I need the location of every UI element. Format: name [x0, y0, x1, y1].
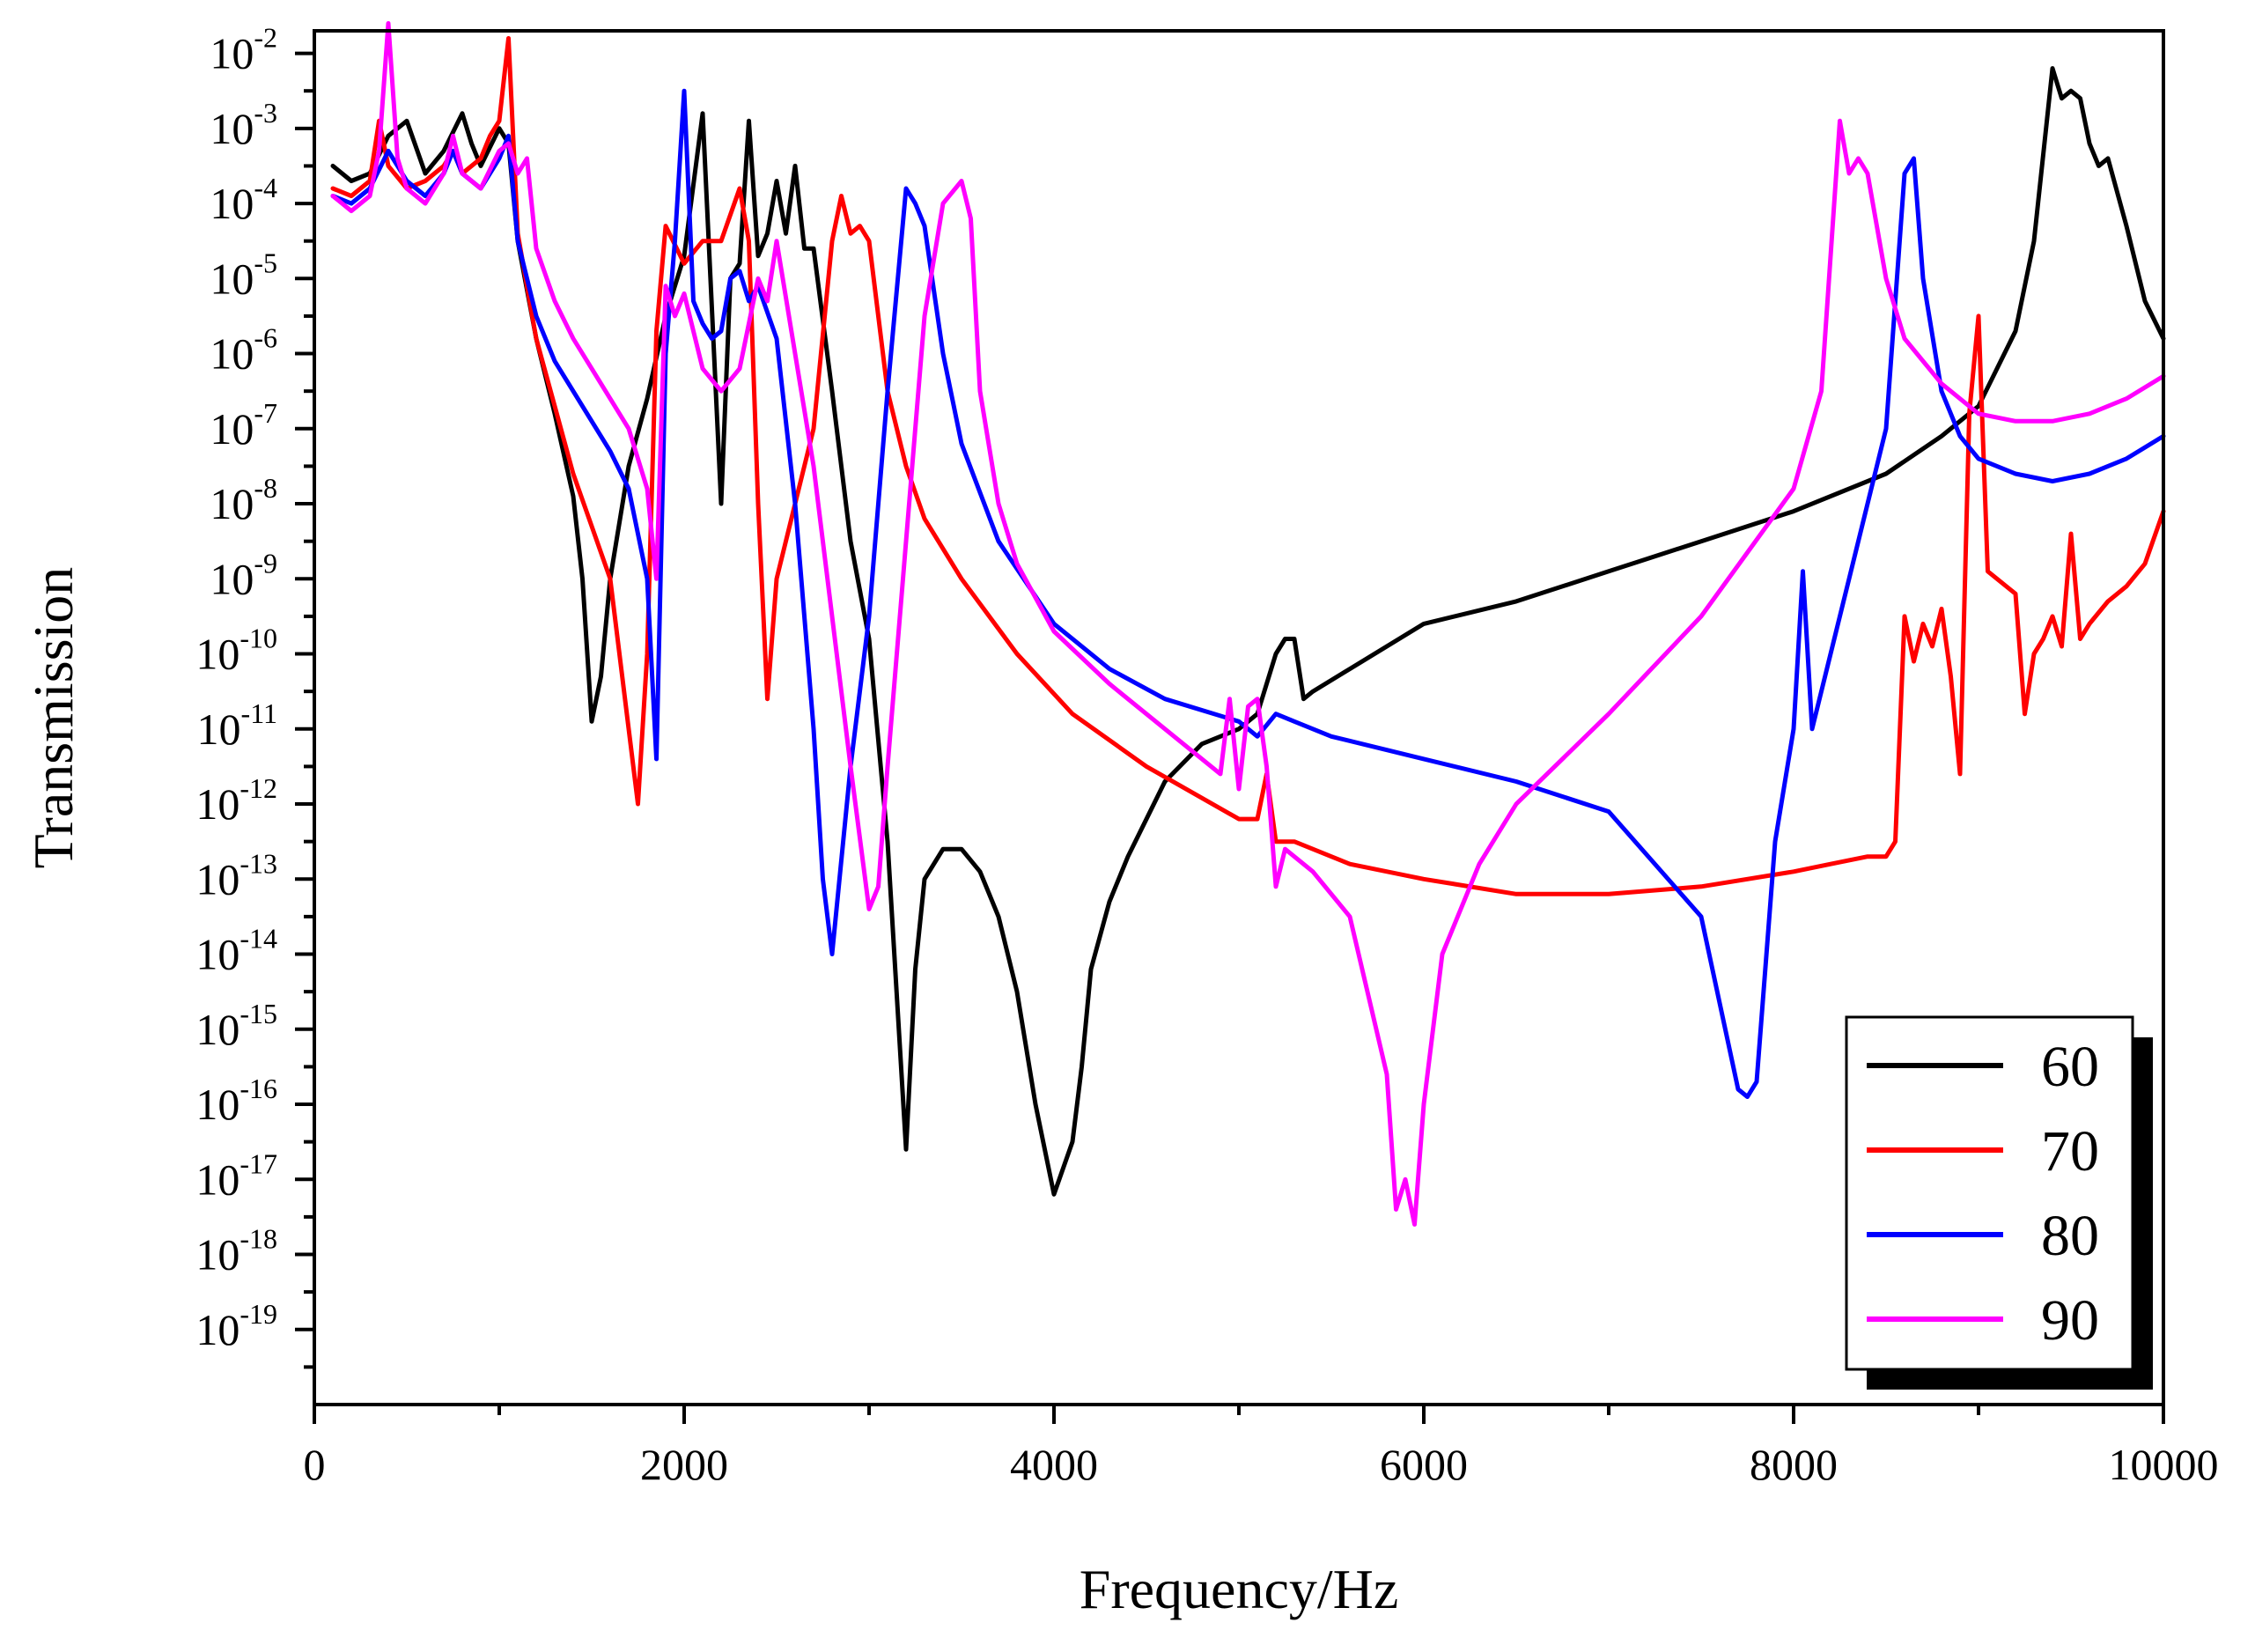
- y-tick-label: 10-11: [197, 697, 277, 754]
- x-axis-title: Frequency/Hz: [1080, 1558, 1399, 1620]
- legend-label-60: 60: [2041, 1035, 2099, 1099]
- y-tick-label: 10-12: [195, 772, 277, 829]
- y-axis-title: Transmission: [22, 567, 85, 869]
- y-tick-label: 10-13: [195, 847, 277, 903]
- y-tick-label: 10-17: [195, 1147, 277, 1204]
- y-tick-label: 10-19: [195, 1298, 277, 1354]
- x-tick-label: 10000: [2109, 1440, 2219, 1489]
- series-line-80: [330, 88, 2166, 1099]
- series-line-90: [330, 21, 2166, 1227]
- y-tick-label: 10-16: [195, 1073, 277, 1129]
- y-tick-label: 10-8: [210, 472, 277, 528]
- y-tick-label: 10-14: [195, 923, 277, 979]
- y-tick-label: 10-9: [210, 547, 277, 603]
- x-axis: 0 2000 4000 6000 8000 10000: [304, 1405, 2219, 1489]
- y-tick-label: 10-15: [195, 998, 277, 1054]
- x-tick-label: 8000: [1750, 1440, 1838, 1489]
- x-tick-label: 0: [304, 1440, 326, 1489]
- y-tick-label: 10-6: [210, 322, 277, 379]
- x-tick-label: 4000: [1010, 1440, 1098, 1489]
- x-tick-label: 6000: [1380, 1440, 1468, 1489]
- y-tick-label: 10-2: [210, 22, 277, 78]
- legend-entries: 60 70 80 90: [1867, 1035, 2099, 1353]
- y-tick-label: 10-10: [195, 623, 277, 679]
- legend-label-90: 90: [2041, 1288, 2099, 1353]
- legend-box: [1845, 1015, 2134, 1371]
- x-tick-label: 2000: [640, 1440, 728, 1489]
- series-line-60: [330, 66, 2166, 1197]
- y-tick-label: 10-3: [210, 97, 277, 153]
- y-tick-label: 10-18: [195, 1223, 277, 1280]
- legend-label-70: 70: [2041, 1119, 2099, 1184]
- legend-label-80: 80: [2041, 1204, 2099, 1268]
- y-axis: 10-19 10-18 10-17 10-16 10-15 10-14 10-13 10-12…: [195, 22, 314, 1369]
- legend: 60 70 80 90: [1845, 1015, 2153, 1390]
- y-tick-label: 10-4: [210, 172, 277, 228]
- series-group: [330, 21, 2166, 1227]
- y-tick-label: 10-5: [210, 247, 277, 303]
- y-tick-label: 10-7: [210, 397, 277, 454]
